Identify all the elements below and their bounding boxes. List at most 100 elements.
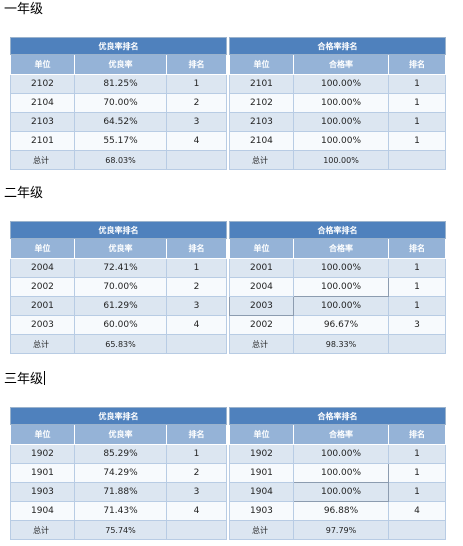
column-header: 排名 bbox=[387, 54, 447, 75]
rate-cell: 85.29% bbox=[74, 444, 167, 464]
table-row: 2101 100.00% 1 bbox=[229, 74, 447, 94]
unit-cell: 1903 bbox=[229, 501, 294, 521]
total-row: 总计 98.33% bbox=[229, 334, 447, 354]
rank-cell: 4 bbox=[387, 501, 447, 521]
excellent-rate-table: 优良率排名 单位 优良率 排名 2004 72.41% 1 2002 70.00… bbox=[9, 221, 228, 354]
unit-cell: 2104 bbox=[10, 93, 75, 113]
table-caption: 合格率排名 bbox=[228, 37, 447, 55]
column-header: 单位 bbox=[10, 424, 75, 445]
table-row: 2102 100.00% 1 bbox=[229, 93, 447, 113]
unit-cell: 2102 bbox=[10, 74, 75, 94]
rank-cell: 3 bbox=[165, 296, 228, 316]
rank-cell: 4 bbox=[165, 501, 228, 521]
column-header: 单位 bbox=[10, 238, 75, 259]
rank-cell: 4 bbox=[165, 131, 228, 151]
table-row: 1903 96.88% 4 bbox=[229, 501, 447, 521]
unit-cell: 2103 bbox=[229, 112, 294, 132]
unit-cell: 2002 bbox=[229, 315, 294, 335]
table-row: 1902 85.29% 1 bbox=[10, 444, 228, 464]
table-caption: 优良率排名 bbox=[9, 221, 228, 239]
total-rate: 97.79% bbox=[293, 520, 389, 540]
table-row: 1901 100.00% 1 bbox=[229, 463, 447, 483]
grade-title-text: 三年级 bbox=[4, 372, 44, 387]
rate-cell: 100.00% bbox=[293, 258, 389, 278]
unit-cell: 1901 bbox=[229, 463, 294, 483]
unit-cell: 1902 bbox=[229, 444, 294, 464]
rate-cell: 74.29% bbox=[74, 463, 167, 483]
rank-cell: 1 bbox=[387, 93, 447, 113]
total-label: 总计 bbox=[229, 150, 294, 170]
rate-cell: 100.00% bbox=[293, 93, 389, 113]
rate-cell: 81.25% bbox=[74, 74, 167, 94]
rate-cell: 72.41% bbox=[74, 258, 167, 278]
excellent-rate-table: 优良率排名 单位 优良率 排名 1902 85.29% 1 1901 74.29… bbox=[9, 407, 228, 540]
rank-cell: 3 bbox=[165, 112, 228, 132]
table-row: 2004 72.41% 1 bbox=[10, 258, 228, 278]
total-rank bbox=[387, 150, 447, 170]
rank-cell: 1 bbox=[387, 277, 447, 297]
unit-cell: 2004 bbox=[10, 258, 75, 278]
rank-cell: 1 bbox=[165, 444, 228, 464]
table-row: 2001 61.29% 3 bbox=[10, 296, 228, 316]
table-row: 1903 71.88% 3 bbox=[10, 482, 228, 502]
column-header: 单位 bbox=[229, 238, 294, 259]
rank-cell: 1 bbox=[387, 296, 447, 316]
unit-cell: 2104 bbox=[229, 131, 294, 151]
table-caption: 优良率排名 bbox=[9, 37, 228, 55]
column-header: 排名 bbox=[387, 424, 447, 445]
pass-rate-table: 合格率排名 单位 合格率 排名 1902 100.00% 1 1901 100.… bbox=[228, 407, 447, 540]
column-header: 单位 bbox=[229, 54, 294, 75]
rate-cell: 71.43% bbox=[74, 501, 167, 521]
rate-cell: 61.29% bbox=[74, 296, 167, 316]
table-row: 2001 100.00% 1 bbox=[229, 258, 447, 278]
total-label: 总计 bbox=[229, 334, 294, 354]
grade-title: 二年级 bbox=[4, 186, 44, 201]
table-row: 1904 71.43% 4 bbox=[10, 501, 228, 521]
table-row: 2003 60.00% 4 bbox=[10, 315, 228, 335]
table-row: 2103 100.00% 1 bbox=[229, 112, 447, 132]
total-rate: 68.03% bbox=[74, 150, 167, 170]
unit-cell: 2003 bbox=[229, 296, 294, 316]
table-row: 1902 100.00% 1 bbox=[229, 444, 447, 464]
rate-cell: 100.00% bbox=[293, 277, 389, 297]
total-label: 总计 bbox=[10, 334, 75, 354]
grade-title: 三年级 bbox=[4, 371, 46, 388]
unit-cell: 1901 bbox=[10, 463, 75, 483]
rate-cell: 100.00% bbox=[293, 296, 389, 316]
unit-cell: 2102 bbox=[229, 93, 294, 113]
total-label: 总计 bbox=[229, 520, 294, 540]
total-label: 总计 bbox=[10, 150, 75, 170]
total-row: 总计 97.79% bbox=[229, 520, 447, 540]
rank-cell: 4 bbox=[165, 315, 228, 335]
total-row: 总计 75.74% bbox=[10, 520, 228, 540]
column-header: 排名 bbox=[165, 424, 228, 445]
unit-cell: 1904 bbox=[229, 482, 294, 502]
total-label: 总计 bbox=[10, 520, 75, 540]
total-rate: 98.33% bbox=[293, 334, 389, 354]
table-caption: 合格率排名 bbox=[228, 407, 447, 425]
grade-title: 一年级 bbox=[4, 2, 44, 17]
column-header: 合格率 bbox=[293, 238, 389, 259]
column-header: 排名 bbox=[387, 238, 447, 259]
rate-cell: 70.00% bbox=[74, 93, 167, 113]
total-rank bbox=[387, 334, 447, 354]
table-row: 2002 96.67% 3 bbox=[229, 315, 447, 335]
unit-cell: 1902 bbox=[10, 444, 75, 464]
rank-cell: 1 bbox=[387, 463, 447, 483]
unit-cell: 2001 bbox=[10, 296, 75, 316]
pass-rate-table: 合格率排名 单位 合格率 排名 2101 100.00% 1 2102 100.… bbox=[228, 37, 447, 170]
total-row: 总计 100.00% bbox=[229, 150, 447, 170]
pass-rate-table: 合格率排名 单位 合格率 排名 2001 100.00% 1 2004 100.… bbox=[228, 221, 447, 354]
table-row: 2003 100.00% 1 bbox=[229, 296, 447, 316]
column-header: 单位 bbox=[229, 424, 294, 445]
unit-cell: 1904 bbox=[10, 501, 75, 521]
rate-cell: 96.67% bbox=[293, 315, 389, 335]
table-row: 2104 70.00% 2 bbox=[10, 93, 228, 113]
table-row: 2002 70.00% 2 bbox=[10, 277, 228, 297]
rate-cell: 55.17% bbox=[74, 131, 167, 151]
unit-cell: 2001 bbox=[229, 258, 294, 278]
rate-cell: 100.00% bbox=[293, 463, 389, 483]
column-header: 单位 bbox=[10, 54, 75, 75]
unit-cell: 2004 bbox=[229, 277, 294, 297]
excellent-rate-table: 优良率排名 单位 优良率 排名 2102 81.25% 1 2104 70.00… bbox=[9, 37, 228, 170]
